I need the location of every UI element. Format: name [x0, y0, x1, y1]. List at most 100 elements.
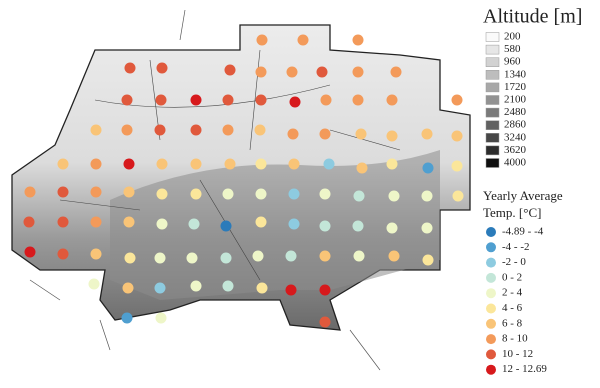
- station-dot: [257, 35, 268, 46]
- station-dot: [257, 283, 268, 294]
- station-dot: [387, 159, 398, 170]
- temperature-label: 10 - 12: [502, 348, 533, 360]
- altitude-label: 1340: [504, 68, 527, 80]
- station-dot: [191, 95, 202, 106]
- station-dot: [423, 255, 434, 266]
- station-dot: [357, 163, 368, 174]
- altitude-label: 4000: [504, 157, 527, 169]
- station-dot: [320, 129, 331, 140]
- station-dot: [157, 219, 168, 230]
- station-dot: [389, 251, 400, 262]
- temperature-label: 8 - 10: [502, 333, 528, 345]
- station-dot: [223, 281, 234, 292]
- temperature-label: 2 - 4: [502, 287, 523, 299]
- station-dot: [225, 65, 236, 76]
- station-dot: [289, 159, 300, 170]
- station-dot: [256, 189, 267, 200]
- temperature-title: Temp. [°C]: [483, 205, 541, 220]
- station-dot: [221, 221, 232, 232]
- station-dot: [187, 253, 198, 264]
- station-dot: [286, 251, 297, 262]
- altitude-label: 2100: [504, 94, 527, 106]
- station-dot: [423, 163, 434, 174]
- station-dot: [387, 95, 398, 106]
- station-dot: [191, 159, 202, 170]
- station-dot: [290, 97, 301, 108]
- station-dot: [89, 279, 100, 290]
- station-dot: [354, 191, 365, 202]
- temperature-swatch: [486, 242, 496, 252]
- altitude-swatch: [486, 70, 499, 79]
- station-dot: [353, 67, 364, 78]
- station-dot: [122, 95, 133, 106]
- station-dot: [91, 187, 102, 198]
- station-dot: [91, 125, 102, 136]
- station-dot: [122, 313, 133, 324]
- station-dot: [321, 95, 332, 106]
- station-dot: [25, 187, 36, 198]
- altitude-label: 3240: [504, 131, 527, 143]
- station-dot: [191, 189, 202, 200]
- station-dot: [353, 95, 364, 106]
- station-dot: [289, 189, 300, 200]
- station-dot: [125, 253, 136, 264]
- station-dot: [287, 67, 298, 78]
- station-dot: [58, 217, 69, 228]
- station-dot: [353, 221, 364, 232]
- station-dot: [286, 285, 297, 296]
- station-dot: [223, 95, 234, 106]
- station-dot: [155, 125, 166, 136]
- altitude-swatch: [486, 45, 499, 54]
- station-dot: [156, 313, 167, 324]
- altitude-title: Altitude [m]: [483, 6, 582, 28]
- altitude-legend: 2005809601340172021002480286032403620400…: [486, 31, 527, 169]
- temperature-label: -4.89 - -4: [502, 226, 544, 238]
- altitude-swatch: [486, 108, 499, 117]
- station-dot: [221, 253, 232, 264]
- station-dot: [452, 95, 463, 106]
- temperature-swatch: [486, 273, 496, 283]
- station-dot: [124, 187, 135, 198]
- station-dot: [320, 285, 331, 296]
- station-dot: [422, 129, 433, 140]
- station-dot: [387, 131, 398, 142]
- station-dot: [255, 125, 266, 136]
- station-dot: [422, 191, 433, 202]
- station-dot: [452, 161, 463, 172]
- temperature-swatch: [486, 288, 496, 298]
- altitude-label: 2480: [504, 106, 527, 118]
- station-dot: [422, 223, 433, 234]
- temperature-label: 4 - 6: [502, 302, 523, 314]
- altitude-swatch: [486, 96, 499, 105]
- station-dot: [156, 95, 167, 106]
- altitude-label: 1720: [504, 81, 527, 93]
- station-dot: [157, 189, 168, 200]
- country-shape: [12, 10, 470, 370]
- altitude-label: 580: [504, 43, 521, 55]
- altitude-swatch: [486, 83, 499, 92]
- temperature-title: Yearly Average: [483, 188, 563, 203]
- station-dot: [155, 253, 166, 264]
- station-dot: [91, 217, 102, 228]
- station-dot: [223, 189, 234, 200]
- altitude-swatch: [486, 121, 499, 130]
- temperature-swatch: [486, 334, 496, 344]
- map: Altitude [m] 200580960134017202100248028…: [0, 0, 600, 383]
- temperature-label: -4 - -2: [502, 241, 530, 253]
- station-dot: [256, 95, 267, 106]
- station-dot: [256, 159, 267, 170]
- station-dot: [191, 281, 202, 292]
- temperature-legend: -4.89 - -4-4 - -2-2 - 00 - 22 - 44 - 66 …: [486, 226, 547, 376]
- station-dot: [157, 63, 168, 74]
- station-dot: [320, 251, 331, 262]
- station-dot: [391, 67, 402, 78]
- station-dot: [191, 125, 202, 136]
- altitude-swatch: [486, 159, 499, 168]
- station-dot: [289, 219, 300, 230]
- station-dot: [157, 159, 168, 170]
- temperature-swatch: [486, 349, 496, 359]
- altitude-label: 200: [504, 31, 521, 43]
- station-dot: [58, 159, 69, 170]
- temperature-swatch: [486, 365, 496, 375]
- station-dot: [189, 219, 200, 230]
